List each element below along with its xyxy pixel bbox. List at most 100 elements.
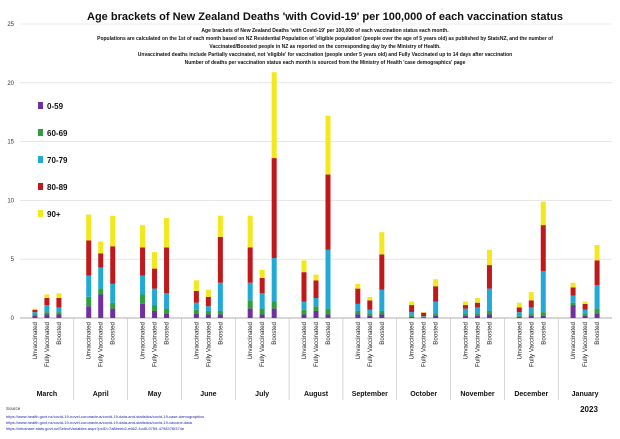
y-tick-label: 25 bbox=[7, 22, 14, 28]
bar-segment bbox=[433, 286, 439, 302]
bar-segment bbox=[110, 308, 116, 318]
x-status-label: Fully Vaccinated bbox=[582, 321, 589, 366]
x-status-label: Boosted bbox=[594, 321, 601, 344]
bar-segment bbox=[259, 269, 265, 279]
x-status-label: Fully Vaccinated bbox=[474, 321, 481, 366]
bar-segment bbox=[164, 247, 170, 294]
x-month-label: August bbox=[304, 391, 329, 398]
bar-segment bbox=[594, 245, 600, 261]
bar-segment bbox=[355, 314, 361, 318]
bar-segment bbox=[582, 303, 588, 310]
bar-segment bbox=[355, 310, 361, 315]
x-month-label: April bbox=[93, 391, 109, 398]
bar-segment bbox=[367, 309, 373, 314]
year-label: 2023 bbox=[580, 405, 598, 414]
bar-segment bbox=[86, 275, 92, 297]
bar-segment bbox=[271, 72, 277, 159]
x-month-label: March bbox=[37, 391, 58, 398]
bar-segment bbox=[594, 285, 600, 309]
gridlines bbox=[20, 23, 612, 400]
source-link[interactable]: https://infoshare.stats.govt.nz/SelectVa… bbox=[6, 426, 185, 431]
bar-segment bbox=[486, 314, 492, 318]
bar-segment bbox=[217, 282, 223, 311]
bar-segment bbox=[379, 232, 385, 255]
bar-segment bbox=[152, 288, 158, 306]
bar-segment bbox=[325, 314, 331, 318]
bar-segment bbox=[516, 315, 522, 317]
x-status-label: Fully Vaccinated bbox=[367, 321, 374, 366]
bar-segment bbox=[540, 312, 546, 316]
bar-segment bbox=[164, 293, 170, 309]
bar-segment bbox=[409, 316, 415, 318]
subtitle-line: Vaccinated/Boosted people in NZ as repor… bbox=[209, 44, 441, 50]
bar-segment bbox=[462, 308, 468, 314]
subtitle-line: Age brackets of New Zealand Deaths 'with… bbox=[201, 28, 449, 34]
bar-segment bbox=[540, 225, 546, 271]
bar-segment bbox=[486, 288, 492, 311]
bar-segment bbox=[367, 300, 373, 310]
bar-segment bbox=[271, 308, 277, 318]
bar-segment bbox=[56, 307, 62, 313]
x-month-label: May bbox=[148, 391, 162, 398]
x-status-label: Fully Vaccinated bbox=[98, 321, 105, 366]
bar-segment bbox=[379, 314, 385, 318]
bar-segment bbox=[528, 315, 534, 318]
x-month-label: September bbox=[352, 391, 388, 398]
y-tick-label: 5 bbox=[11, 257, 15, 263]
legend-swatch bbox=[38, 102, 43, 109]
bar-segment bbox=[98, 253, 104, 268]
bar-segment bbox=[313, 280, 319, 299]
x-status-label: Boosted bbox=[217, 321, 224, 344]
bar-segment bbox=[140, 247, 146, 276]
bar-segment bbox=[217, 314, 223, 318]
bar-segment bbox=[193, 302, 199, 310]
source-block: Source https://www.health.govt.nz/covid-… bbox=[6, 406, 204, 431]
bar-segment bbox=[516, 307, 522, 313]
bar-segment bbox=[98, 241, 104, 254]
bar-segment bbox=[528, 313, 534, 316]
x-status-label: Boosted bbox=[433, 321, 440, 344]
bar-segment bbox=[486, 310, 492, 315]
bar-segment bbox=[379, 254, 385, 290]
x-status-label: Boosted bbox=[379, 321, 386, 344]
bar-segment bbox=[367, 313, 373, 316]
x-status-label: Fully Vaccinated bbox=[205, 321, 212, 366]
legend-swatch bbox=[38, 129, 43, 136]
y-tick-label: 15 bbox=[7, 140, 14, 146]
x-axis-labels: Unvaccinated Fully Vaccinated Boosted March… bbox=[32, 321, 601, 398]
bar-segment bbox=[247, 247, 253, 283]
legend-label: 70-79 bbox=[47, 156, 68, 165]
x-status-label: Fully Vaccinated bbox=[528, 321, 535, 366]
bar-segment bbox=[474, 302, 480, 308]
bar-segment bbox=[486, 249, 492, 266]
bar-segment bbox=[409, 312, 415, 316]
bar-segment bbox=[205, 289, 211, 297]
bar-segment bbox=[44, 314, 50, 318]
bar-segment bbox=[301, 260, 307, 273]
x-status-label: Unvaccinated bbox=[409, 321, 416, 359]
bar-segment bbox=[110, 246, 116, 284]
bar-segment bbox=[247, 215, 253, 248]
bar-segment bbox=[516, 312, 522, 316]
bar-segment bbox=[110, 283, 116, 303]
bar-segment bbox=[44, 298, 50, 306]
y-tick-label: 0 bbox=[11, 316, 15, 322]
bar-segment bbox=[164, 308, 170, 314]
bar-segment bbox=[582, 315, 588, 318]
bar-segment bbox=[594, 308, 600, 314]
bar-segment bbox=[379, 289, 385, 311]
bar-segment bbox=[271, 258, 277, 302]
legend-label: 90+ bbox=[47, 210, 61, 219]
y-tick-label: 20 bbox=[7, 81, 14, 87]
bar-segment bbox=[301, 314, 307, 318]
bar-segment bbox=[140, 303, 146, 318]
source-link[interactable]: https://www.health.govt.nz/covid-19-nove… bbox=[6, 420, 193, 425]
bar-segment bbox=[540, 315, 546, 318]
source-heading: Source bbox=[6, 406, 21, 411]
x-status-label: Unvaccinated bbox=[516, 321, 523, 359]
bar-segment bbox=[98, 294, 104, 318]
legend: 0-59 60-69 70-79 80-89 90+ bbox=[38, 102, 68, 219]
source-link[interactable]: https://www.health.govt.nz/covid-19-nove… bbox=[6, 414, 204, 419]
x-status-label: Unvaccinated bbox=[301, 321, 308, 359]
